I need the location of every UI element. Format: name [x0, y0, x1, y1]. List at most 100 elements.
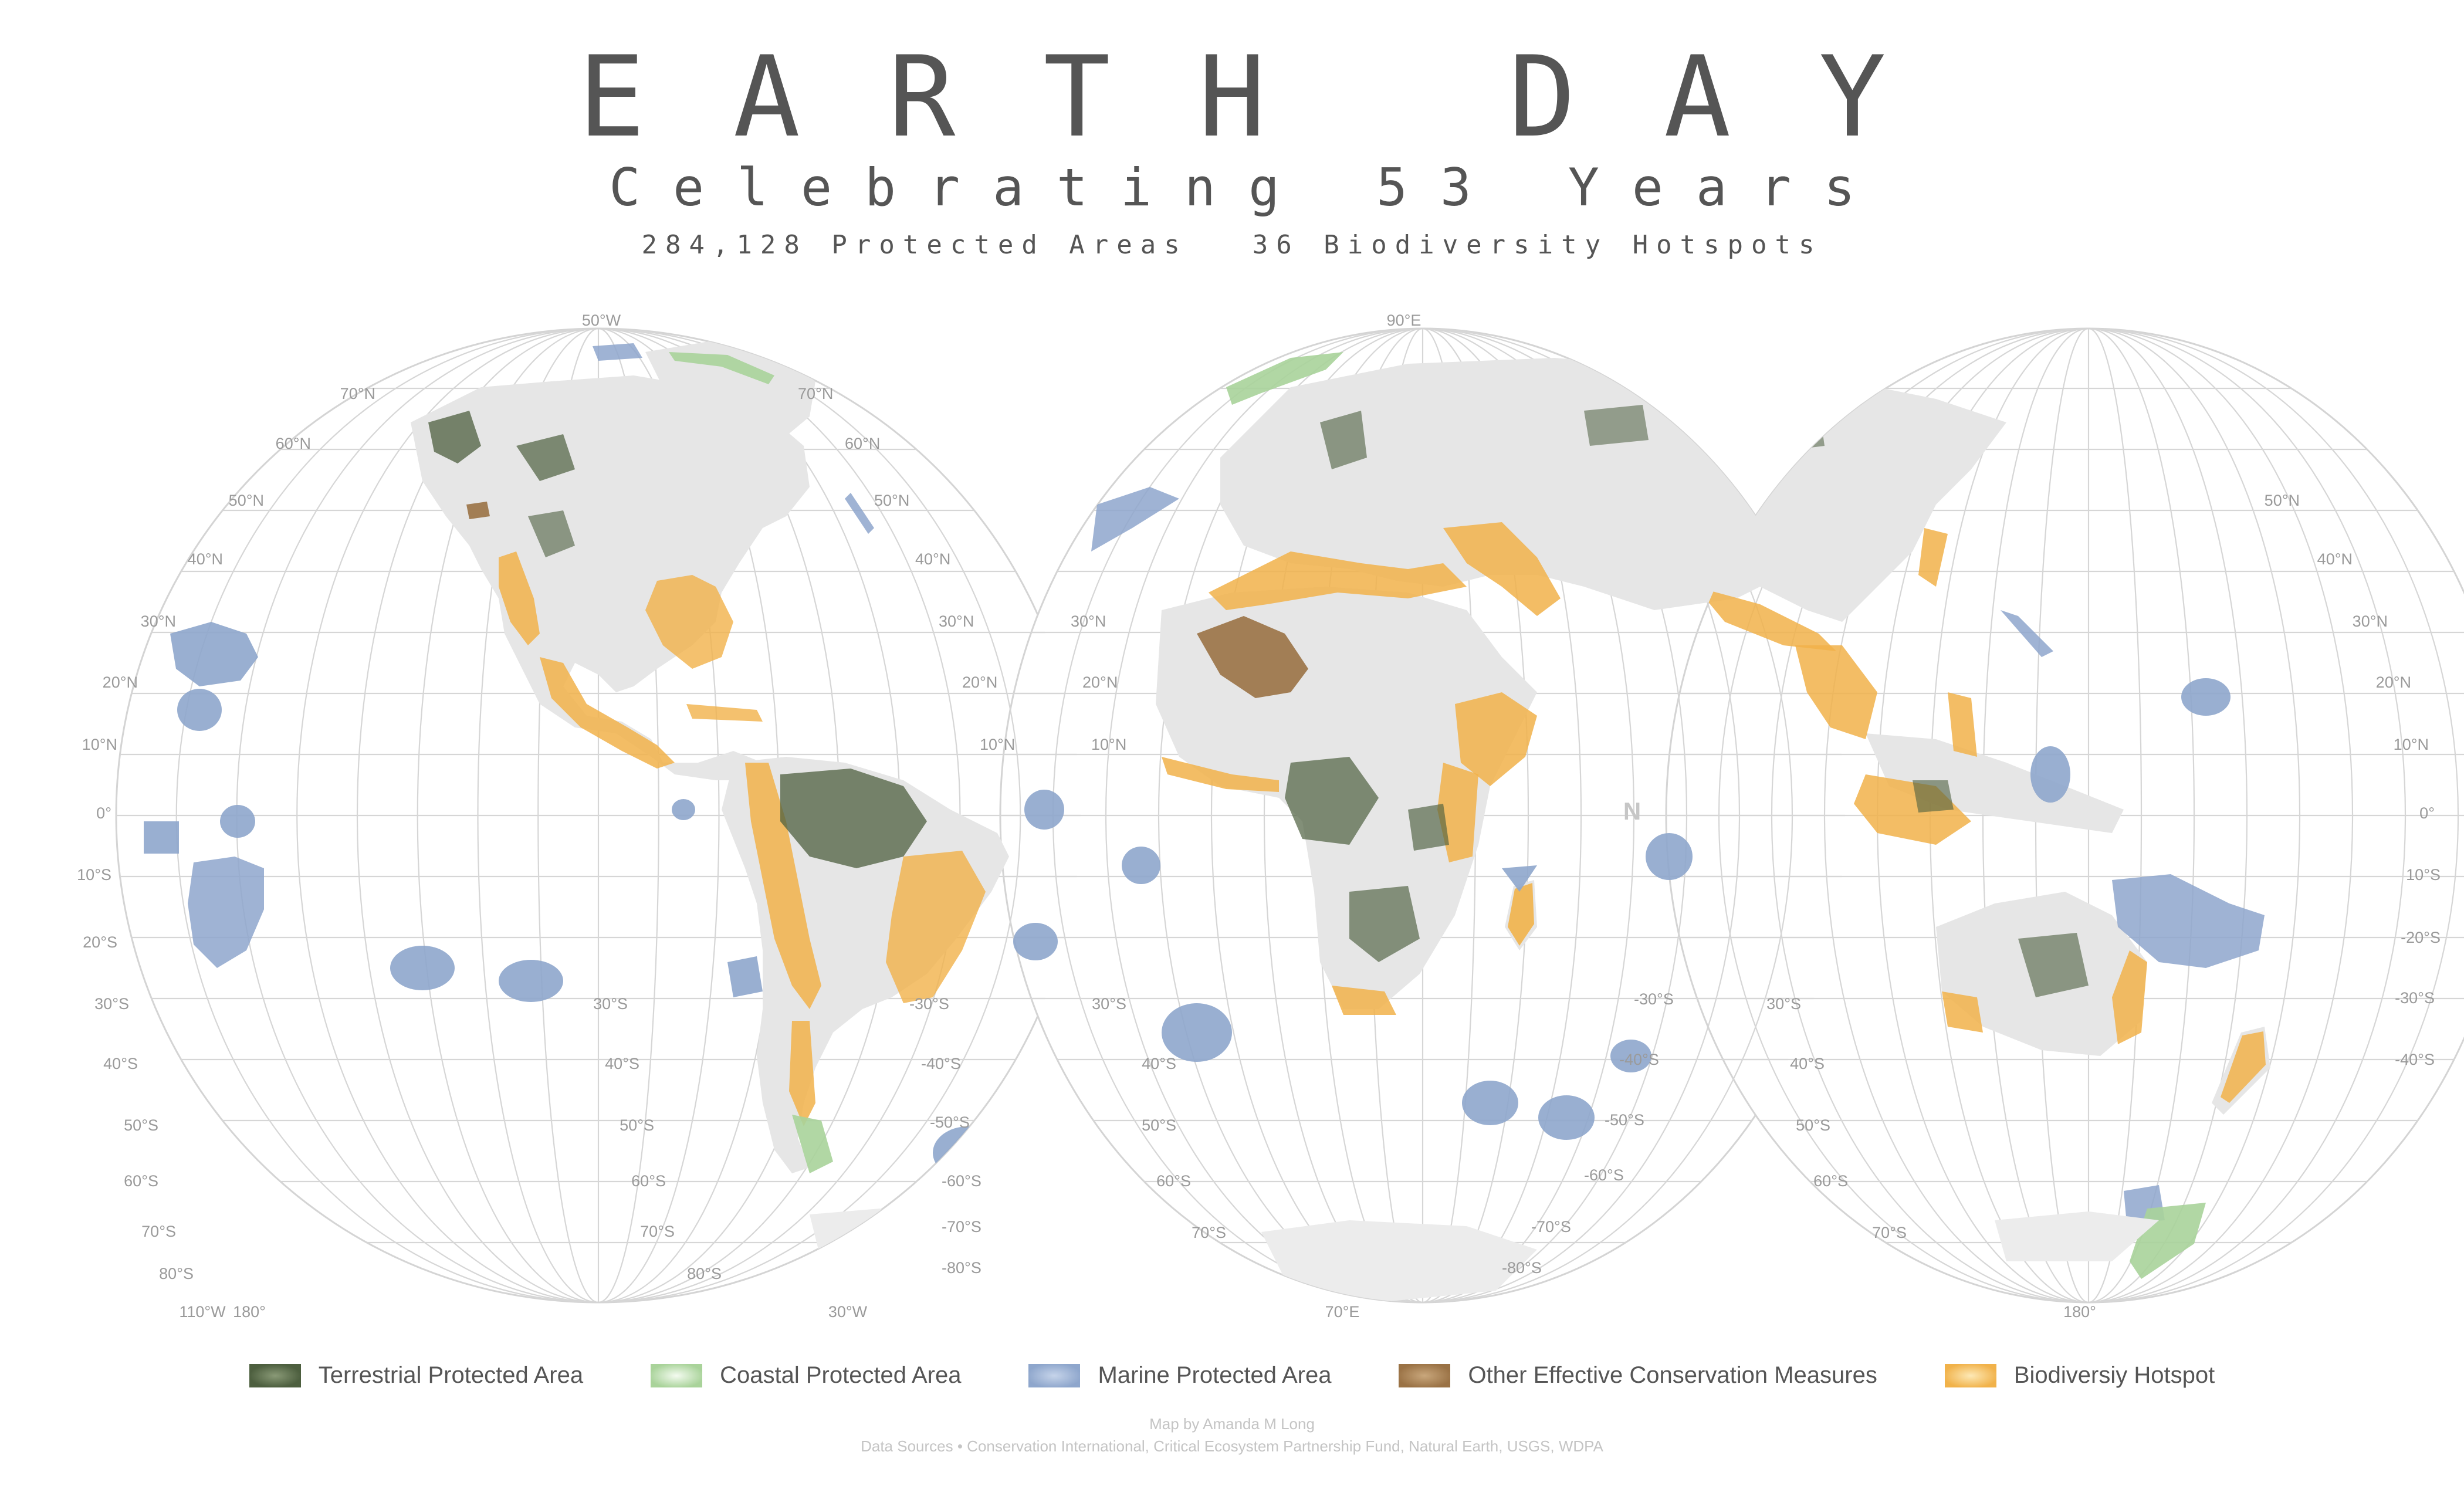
coastal-patagonia [792, 1115, 833, 1173]
lat-label-lobe2-inner: -70°S [1531, 1218, 1571, 1236]
legend-item-hotspot: Biodiversiy Hotspot [1944, 1362, 2215, 1389]
terrestrial-southern-africa [1349, 886, 1420, 962]
lat-label-left: 30°S [94, 995, 129, 1013]
lat-label-left: 50°S [124, 1116, 158, 1134]
meridian-line [1210, 329, 1635, 1302]
lat-label-lobe3-left: 60°S [1813, 1172, 1848, 1190]
lat-label-seam1-left: 70°S [640, 1223, 675, 1240]
marine-chile-islands [727, 956, 763, 997]
terrestrial-siberia [1772, 405, 1825, 452]
antarctica-land-b [1261, 1220, 1537, 1302]
legend-item-oecm: Other Effective Conservation Measures [1399, 1362, 1877, 1389]
lon-label-30w: 30°W [828, 1303, 868, 1321]
lat-label-lobe3-right: 40°N [2317, 550, 2353, 568]
lat-label-lobe1-inner: -80°S [942, 1259, 981, 1277]
meridian-line [537, 329, 659, 1302]
meridian-line [1771, 329, 2407, 1302]
terrestrial-central-africa [1285, 757, 1379, 845]
lat-label-lobe3-right: 20°N [2376, 673, 2411, 691]
legend-swatch-terrestrial [249, 1363, 301, 1387]
compass-north-label: N [1623, 797, 1641, 825]
terrestrial-russia [1584, 405, 1649, 446]
lon-label-90e: 90°E [1387, 312, 1421, 329]
lat-label-left: 50°N [229, 492, 264, 509]
hotspot-japan [1918, 528, 1948, 587]
lat-label-lobe3-right: 30°N [2353, 612, 2388, 630]
lat-label-lobe1-inner: -40°S [921, 1055, 961, 1072]
legend-swatch-oecm [1399, 1363, 1451, 1387]
meridian-line [477, 329, 720, 1302]
coordinate-labels: 50°W 90°E 30°W 70°E 180° 110°W 180° N 70… [77, 312, 2441, 1321]
legend-label-oecm: Other Effective Conservation Measures [1468, 1362, 1877, 1388]
lat-label-seam1-left: 30°S [593, 995, 628, 1013]
meridian-line [1263, 329, 1582, 1302]
lat-label-left: 40°S [103, 1055, 138, 1072]
marine-polynesia [188, 857, 264, 968]
marine-galapagos [672, 799, 695, 820]
marine-pacific-north [2181, 678, 2231, 716]
meridian-line [1982, 329, 2195, 1302]
hotspot-new-zealand [2221, 1031, 2266, 1103]
hotspot-southwest-australia [1942, 991, 1983, 1033]
lat-label-lobe3-right: -30°S [2395, 989, 2435, 1007]
marine-south-atlantic [1013, 923, 1058, 960]
legend-item-marine: Marine Protected Area [1028, 1362, 1331, 1389]
lat-label-lobe1-right: 20°N [962, 673, 997, 691]
lat-label-lobe3-left: 50°S [1796, 1116, 1830, 1134]
lat-label-left: 20°S [83, 933, 117, 951]
lat-label-lobe1-inner: -50°S [930, 1113, 970, 1131]
lat-label-lobe1-right: 50°N [874, 492, 909, 509]
lat-label-lobe1-inner: -70°S [942, 1218, 981, 1236]
lat-label-seam1-right: 20°N [1082, 673, 1118, 691]
lat-label-seam2-left: 40°S [1142, 1055, 1176, 1072]
marine-pacific-2 [220, 805, 255, 838]
oecm-sahara [1197, 616, 1308, 698]
lat-label-seam1-right: 30°N [1071, 612, 1106, 630]
marine-east-coast [845, 493, 874, 534]
lat-label-seam1-left: 60°S [631, 1172, 666, 1190]
lat-label-lobe1-inner: -30°S [909, 995, 949, 1013]
marine-pacific-5 [499, 960, 563, 1002]
marine-south-georgia [933, 1126, 1003, 1179]
legend-item-coastal: Coastal Protected Area [651, 1362, 961, 1389]
lat-label-left: 70°N [340, 385, 375, 402]
lat-label-seam1-left: 80°S [687, 1265, 722, 1282]
lon-label-180: 180° [2063, 1303, 2096, 1321]
lat-label-left: 80°S [159, 1265, 194, 1282]
marine-pacific-3 [144, 821, 179, 854]
terrestrial-east-africa [1408, 804, 1449, 851]
legend-item-terrestrial: Terrestrial Protected Area [249, 1362, 583, 1389]
lat-label-seam1-right: 10°N [1091, 736, 1126, 753]
lat-label-lobe3-right: 10°N [2394, 736, 2429, 753]
lat-label-lobe1-right: 30°N [939, 612, 974, 630]
marine-bouvet [1462, 1081, 1518, 1125]
hotspot-mediterranean [1209, 551, 1467, 610]
lat-label-seam2-left: 30°S [1092, 995, 1126, 1013]
terrestrial-alaska [428, 411, 481, 463]
lat-label-lobe3-right: 10°S [2406, 866, 2441, 884]
lat-label-lobe2-inner: -50°S [1605, 1111, 1644, 1129]
lat-label-lobe1-right: 60°N [845, 435, 880, 452]
lat-label-left: 20°N [103, 673, 138, 691]
legend-swatch-marine [1028, 1363, 1081, 1387]
hotspot-tropical-andes [745, 763, 821, 1009]
legend-swatch-coastal [651, 1363, 703, 1387]
hotspot-horn-of-africa [1455, 692, 1537, 786]
hotspot-cerrado [886, 851, 986, 1003]
marine-tristan [1162, 1003, 1232, 1062]
lon-label-70e: 70°E [1325, 1303, 1360, 1321]
marine-pacific-4 [390, 946, 455, 990]
page-subtitle: Celebrating 53 Years [609, 157, 1888, 218]
marine-seychelles [1502, 865, 1537, 892]
lat-label-left: 60°N [276, 435, 311, 452]
lat-label-lobe2-inner: -40°S [1619, 1051, 1659, 1068]
lat-label-lobe1-right: 70°N [798, 385, 833, 402]
lat-label-lobe3-right: 50°N [2265, 492, 2300, 509]
marine-prince-edward [1538, 1095, 1595, 1140]
lat-label-left: 10°N [82, 736, 117, 753]
antarctica-land-c [1995, 1211, 2159, 1261]
lat-label-lobe3-right: 0° [2419, 804, 2435, 822]
lat-label-seam2-left: 50°S [1142, 1116, 1176, 1134]
lat-label-seam1-left: 40°S [605, 1055, 639, 1072]
legend-label-marine: Marine Protected Area [1098, 1362, 1332, 1388]
